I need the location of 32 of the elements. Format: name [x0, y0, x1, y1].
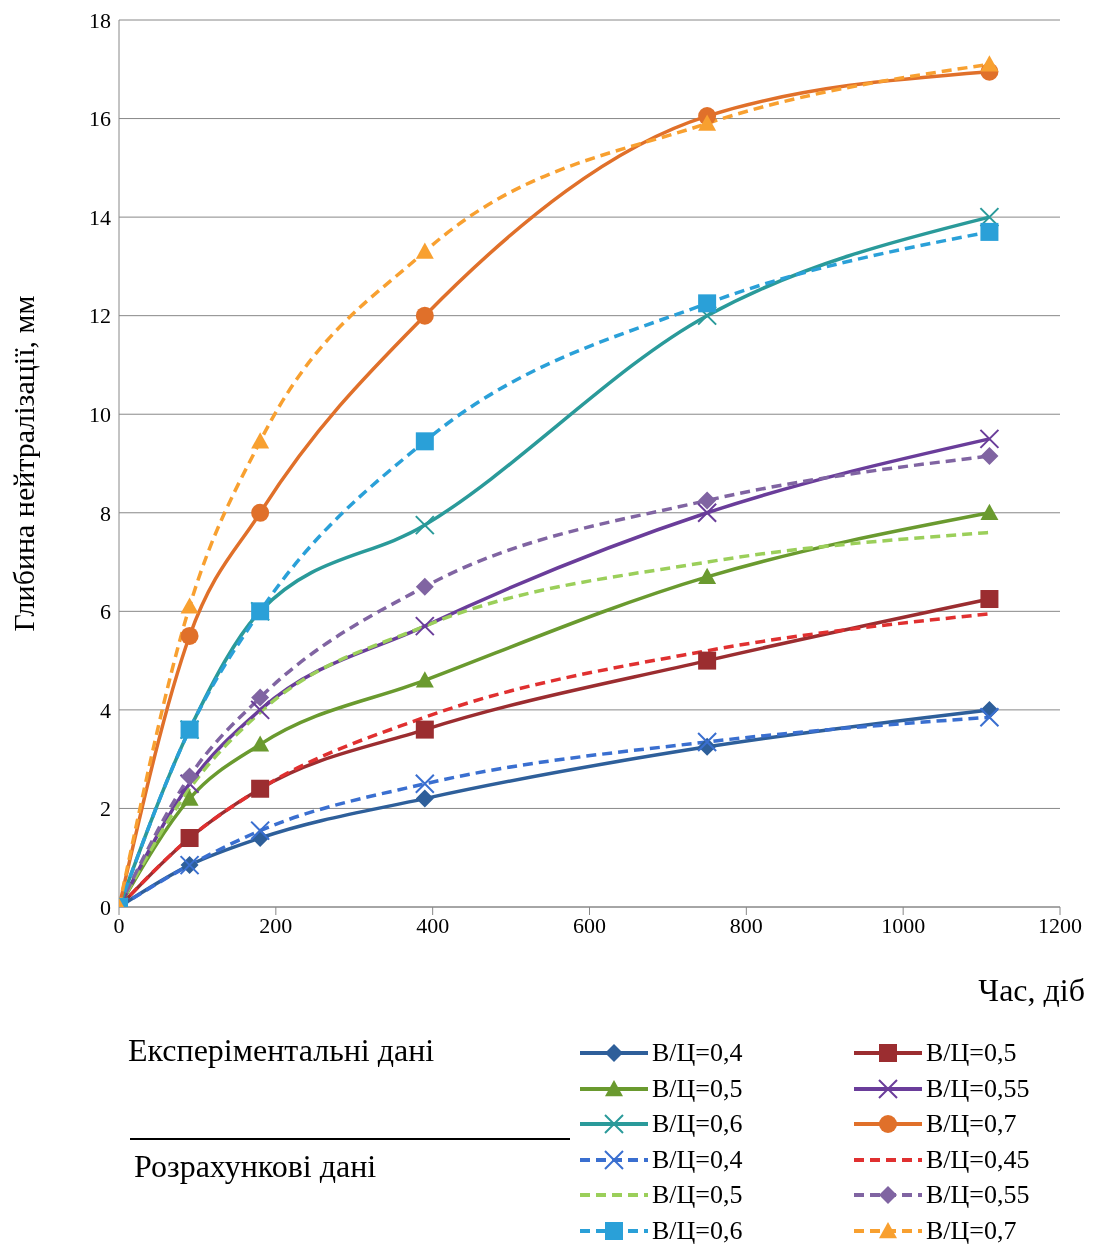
legend-label: В/Ц=0,55: [926, 1180, 1030, 1211]
x-tick-label: 800: [729, 912, 763, 938]
legend-label: В/Ц=0,6: [652, 1109, 743, 1140]
legend-label: В/Ц=0,55: [926, 1073, 1030, 1104]
y-tick-label: 8: [100, 500, 111, 526]
legend-label: В/Ц=0,4: [652, 1144, 743, 1175]
y-axis-title: Глибина нейтралізації, мм: [6, 295, 40, 632]
y-tick-label: 10: [89, 402, 111, 428]
y-tick-label: 14: [89, 204, 111, 230]
legend-label: В/Ц=0,5: [652, 1073, 743, 1104]
y-tick-label: 12: [89, 303, 111, 329]
y-tick-label: 16: [89, 106, 111, 132]
x-tick-label: 400: [416, 912, 450, 938]
legend-label: В/Ц=0,6: [652, 1216, 743, 1246]
y-tick-label: 18: [89, 7, 111, 33]
legend-label: В/Ц=0,7: [926, 1109, 1017, 1140]
y-tick-label: 4: [100, 697, 111, 723]
legend-label: В/Ц=0,5: [926, 1038, 1017, 1068]
legend-label: В/Ц=0,45: [926, 1144, 1030, 1175]
y-tick-label: 2: [100, 796, 111, 822]
text: Експеріментальні дані: [128, 1032, 435, 1069]
legend-label: В/Ц=0,7: [926, 1216, 1017, 1246]
x-axis-title: Час, діб: [978, 972, 1085, 1009]
text: Розрахункові дані: [134, 1148, 377, 1185]
x-tick-label: 600: [573, 912, 606, 938]
y-tick-label: 6: [100, 599, 111, 625]
x-tick-label: 200: [259, 912, 293, 938]
x-tick-label: 1000: [881, 912, 926, 938]
x-tick-label: 1200: [1038, 912, 1082, 938]
legend-label: В/Ц=0,4: [652, 1038, 743, 1068]
legend-label: В/Ц=0,5: [652, 1180, 743, 1211]
y-tick-label: 0: [100, 894, 111, 920]
